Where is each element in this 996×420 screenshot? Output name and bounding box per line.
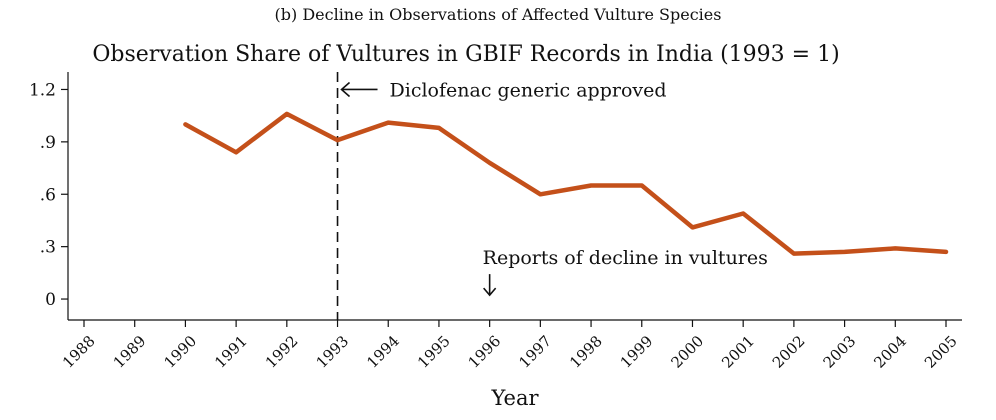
x-tick-label: 1992	[262, 332, 302, 372]
x-axis-label: Year	[490, 386, 539, 410]
x-tick-label: 1991	[211, 332, 251, 372]
down-arrow-head	[483, 287, 497, 297]
panel-caption: (b) Decline in Observations of Affected …	[275, 5, 722, 24]
x-tick-label: 1989	[110, 332, 150, 372]
x-tick-label: 1993	[313, 332, 353, 372]
annotation-layer: Diclofenac generic approved Reports of de…	[336, 72, 768, 320]
left-arrow-head	[340, 81, 351, 98]
y-tick-label: .6	[40, 185, 56, 205]
y-tick-label: .9	[40, 133, 56, 153]
x-tick-label: 1994	[363, 332, 403, 372]
y-tick-label: 1.2	[29, 80, 56, 100]
y-tick-label: 0	[45, 290, 56, 310]
series-layer	[183, 111, 949, 256]
x-tick-label: 1995	[414, 332, 454, 372]
x-tick-label: 1997	[515, 332, 555, 372]
x-tick-label: 2000	[667, 332, 707, 372]
x-tick-label: 1998	[566, 332, 606, 372]
x-tick-label: 2005	[921, 332, 961, 372]
x-tick-label: 1988	[59, 332, 99, 372]
x-tick-label: 1999	[617, 332, 657, 372]
x-tick-label: 1996	[465, 332, 505, 372]
x-tick-label: 2003	[820, 332, 860, 372]
chart-title: Observation Share of Vultures in GBIF Re…	[92, 42, 839, 67]
diclofenac-annotation-text: Diclofenac generic approved	[390, 79, 667, 101]
series-line	[183, 111, 949, 256]
x-tick-label: 2002	[769, 332, 809, 372]
x-tick-label: 1990	[160, 332, 200, 372]
x-tick-label: 2004	[870, 332, 910, 372]
y-tick-label: .3	[40, 238, 56, 258]
x-tick-label: 2001	[718, 332, 758, 372]
decline-reports-annotation-text: Reports of decline in vultures	[483, 247, 768, 269]
